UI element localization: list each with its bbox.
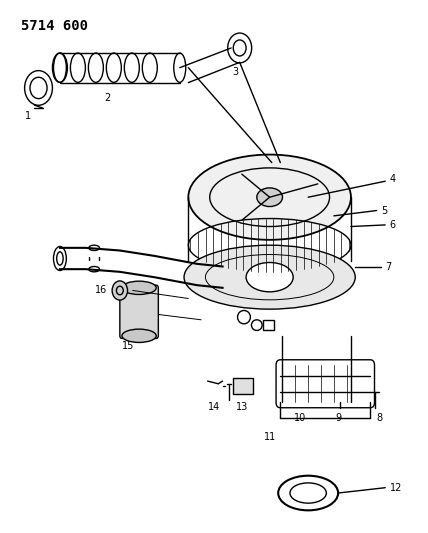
Ellipse shape — [188, 155, 351, 240]
Circle shape — [112, 281, 128, 300]
Ellipse shape — [257, 188, 282, 206]
Ellipse shape — [184, 245, 355, 309]
Text: 13: 13 — [236, 402, 248, 413]
Text: 16: 16 — [95, 286, 107, 295]
Text: 6: 6 — [389, 220, 395, 230]
Text: 1: 1 — [25, 111, 31, 121]
Text: 2: 2 — [104, 93, 110, 103]
Text: 14: 14 — [208, 402, 220, 413]
FancyBboxPatch shape — [120, 285, 158, 338]
Text: 15: 15 — [122, 341, 134, 351]
Text: 8: 8 — [377, 413, 383, 423]
Text: 9: 9 — [335, 413, 341, 423]
FancyBboxPatch shape — [233, 378, 253, 394]
Text: 10: 10 — [294, 413, 306, 423]
Text: 7: 7 — [385, 262, 392, 271]
Text: 12: 12 — [389, 483, 402, 492]
Text: 3: 3 — [232, 67, 238, 77]
Ellipse shape — [122, 329, 156, 342]
Text: 11: 11 — [264, 432, 276, 442]
Text: 4: 4 — [389, 174, 395, 183]
Text: 5714 600: 5714 600 — [21, 19, 89, 33]
Ellipse shape — [246, 262, 293, 292]
Ellipse shape — [122, 281, 156, 295]
Text: 5: 5 — [381, 206, 387, 215]
